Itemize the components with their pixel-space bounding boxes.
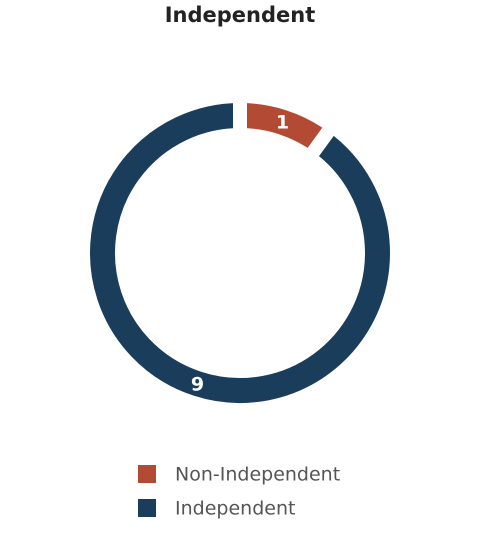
chart-title: Independent bbox=[165, 3, 316, 27]
legend-label: Independent bbox=[175, 498, 295, 520]
legend-swatch bbox=[138, 499, 156, 517]
value-label: 9 bbox=[191, 373, 204, 395]
value-label: 1 bbox=[276, 112, 289, 134]
legend-swatch bbox=[138, 465, 156, 483]
donut-slice bbox=[76, 88, 404, 417]
legend-label: Non-Independent bbox=[175, 464, 340, 486]
